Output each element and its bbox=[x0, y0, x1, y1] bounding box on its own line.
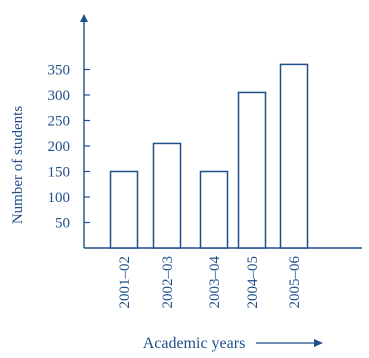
x-tick-label: 2004–05 bbox=[245, 256, 261, 309]
bar bbox=[109, 170, 139, 249]
y-tick-label: 350 bbox=[48, 63, 71, 79]
y-tick-label: 300 bbox=[48, 88, 71, 104]
bar bbox=[279, 63, 309, 249]
x-tick-label: 2005–06 bbox=[287, 256, 303, 309]
y-tick-label: 50 bbox=[55, 216, 70, 232]
y-tick-label: 200 bbox=[48, 139, 71, 155]
x-tick-label: 2001–02 bbox=[117, 256, 133, 309]
y-axis-arrowhead bbox=[80, 14, 88, 22]
y-tick-label: 150 bbox=[48, 165, 71, 181]
x-axis-title: Academic years bbox=[143, 335, 246, 352]
bar bbox=[152, 142, 182, 249]
x-axis-title-arrowhead bbox=[314, 339, 323, 347]
y-tick-label: 250 bbox=[48, 114, 71, 130]
bars-layer bbox=[109, 63, 309, 249]
y-tick-label: 100 bbox=[48, 190, 71, 206]
labels-layer: Academic years Number of students bbox=[10, 106, 323, 352]
x-tick-label: 2002–03 bbox=[160, 256, 176, 309]
x-tick-label: 2003–04 bbox=[207, 256, 223, 309]
bar bbox=[199, 170, 229, 249]
y-axis-title: Number of students bbox=[10, 106, 26, 224]
bar bbox=[237, 91, 267, 249]
ticks-layer: 50 100 150 200 250 300 350 2001–02 2002–03 2003–0… bbox=[48, 63, 304, 309]
